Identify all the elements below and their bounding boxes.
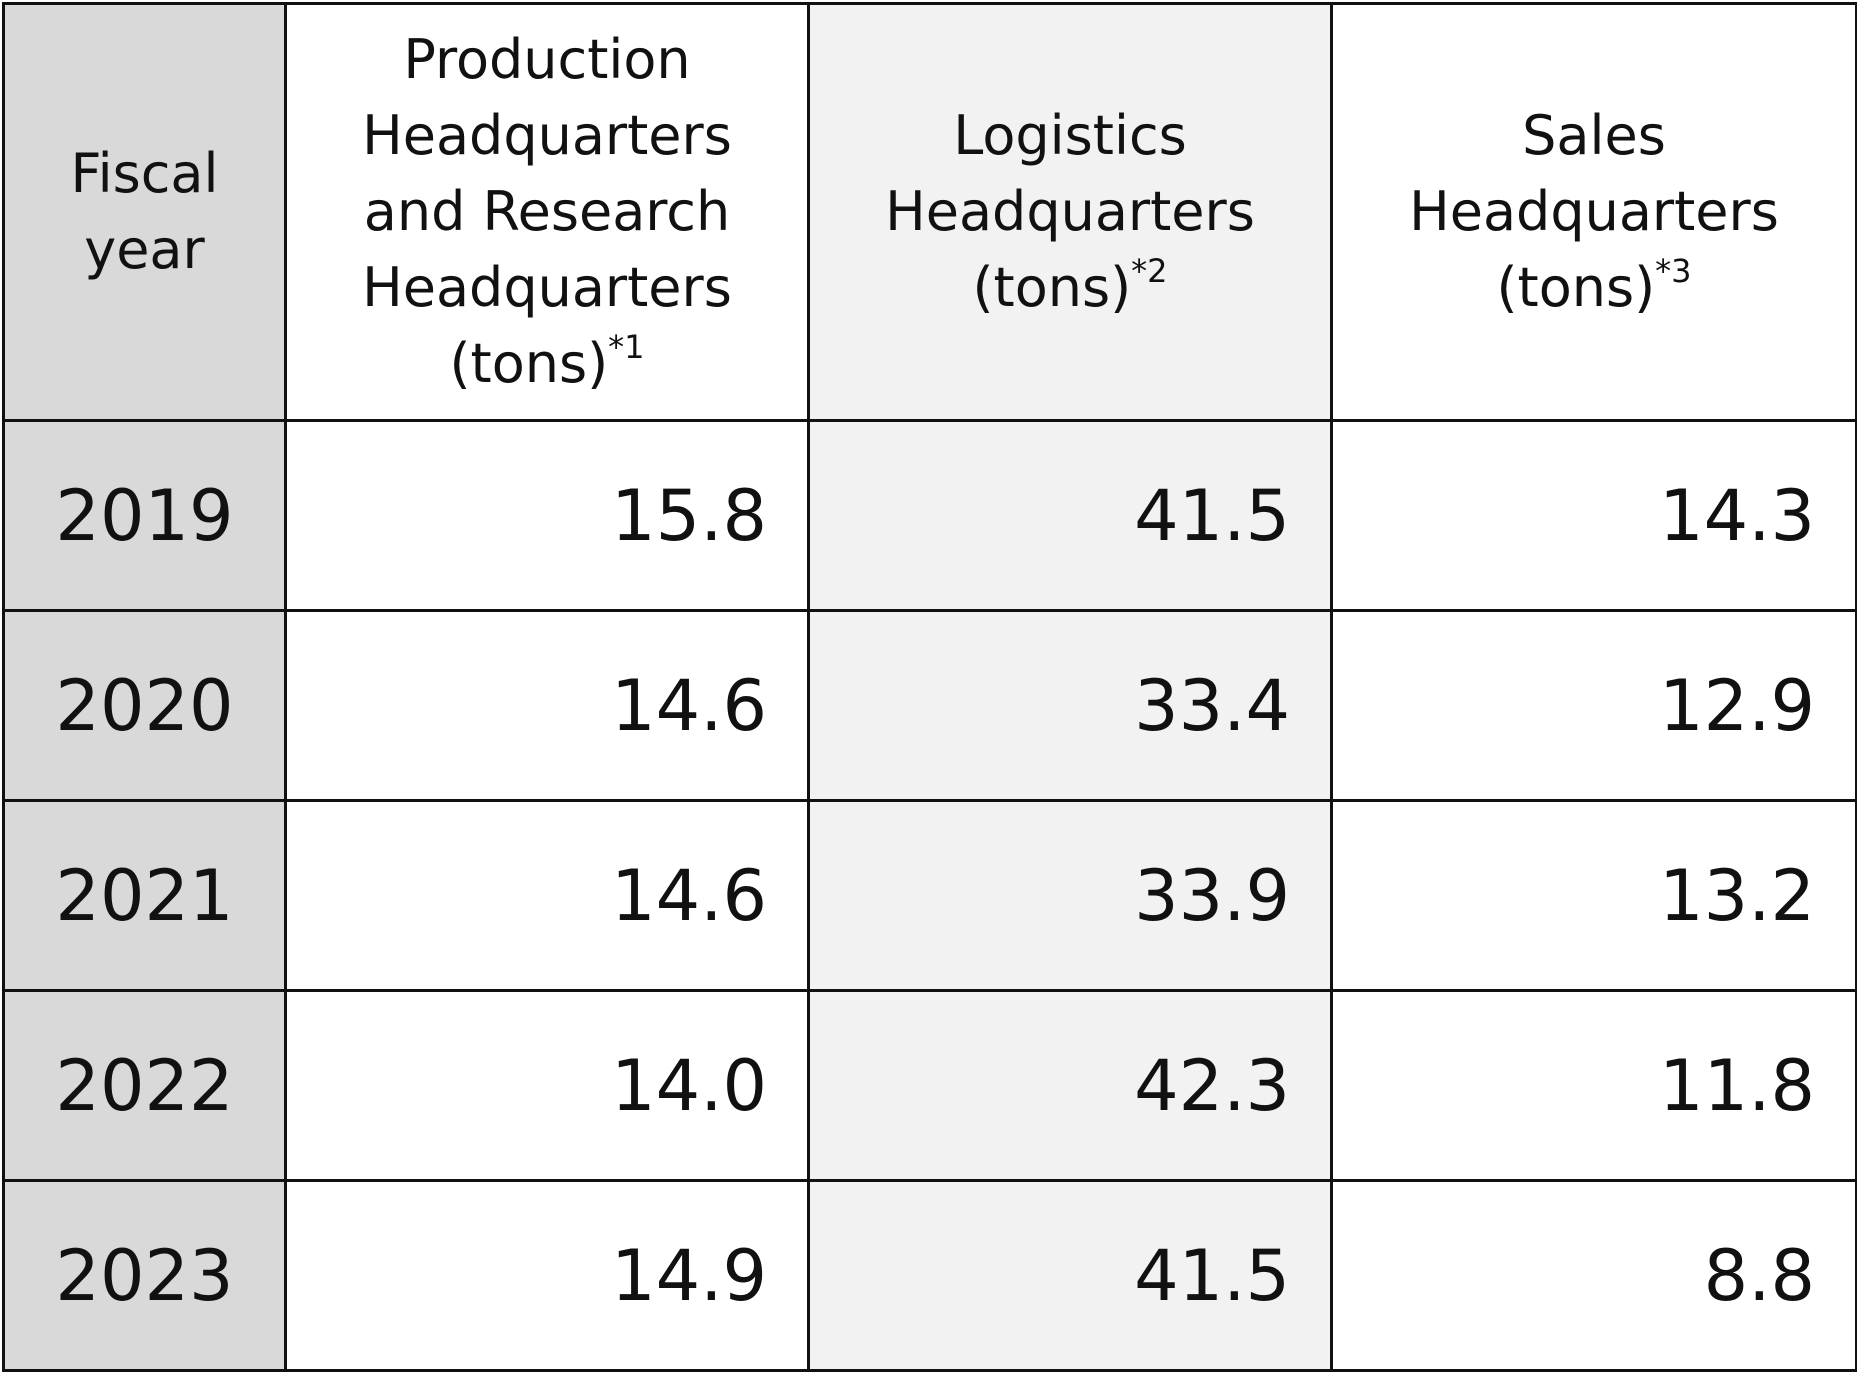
value-cell: 41.5	[807, 419, 1333, 612]
year-cell: 2023	[2, 1179, 287, 1372]
year-cell: 2019	[2, 419, 287, 612]
value-cell: 14.3	[1330, 419, 1857, 612]
table-row: 2022 14.0 42.3 11.8	[2, 989, 1857, 1182]
value-cell: 13.2	[1330, 799, 1857, 992]
year-cell: 2022	[2, 989, 287, 1182]
year-cell: 2020	[2, 609, 287, 802]
value-cell: 8.8	[1330, 1179, 1857, 1372]
header-text: Production Headquarters and Research Hea…	[362, 28, 732, 395]
footnote-marker: *1	[608, 328, 645, 366]
header-text: Logistics Headquarters (tons)	[885, 104, 1255, 319]
header-cell: Fiscal year	[2, 2, 287, 422]
value-cell: 14.6	[284, 799, 810, 992]
value-cell: 12.9	[1330, 609, 1857, 802]
value-cell: 15.8	[284, 419, 810, 612]
value-cell: 41.5	[807, 1179, 1333, 1372]
table-row: 2020 14.6 33.4 12.9	[2, 609, 1857, 802]
value-cell: 33.9	[807, 799, 1333, 992]
header-cell: Sales Headquarters (tons)*3	[1330, 2, 1857, 422]
header-row: Fiscal year Production Headquarters and R…	[2, 2, 1857, 422]
table-row: 2021 14.6 33.9 13.2	[2, 799, 1857, 992]
value-cell: 14.0	[284, 989, 810, 1182]
table-row: 2023 14.9 41.5 8.8	[2, 1179, 1857, 1372]
header-cell: Logistics Headquarters (tons)*2	[807, 2, 1333, 422]
value-cell: 11.8	[1330, 989, 1857, 1182]
header-cell: Production Headquarters and Research Hea…	[284, 2, 810, 422]
header-text: Sales Headquarters (tons)	[1409, 104, 1779, 319]
table-body: 2019 15.8 41.5 14.3 2020 14.6 33.4 12.9 2021 14.6…	[2, 419, 1857, 1372]
value-cell: 14.6	[284, 609, 810, 802]
footnote-marker: *2	[1131, 252, 1168, 290]
value-cell: 14.9	[284, 1179, 810, 1372]
year-cell: 2021	[2, 799, 287, 992]
header-text: Fiscal year	[70, 142, 219, 281]
value-cell: 42.3	[807, 989, 1333, 1182]
table-row: 2019 15.8 41.5 14.3	[2, 419, 1857, 612]
value-cell: 33.4	[807, 609, 1333, 802]
footnote-marker: *3	[1655, 252, 1692, 290]
